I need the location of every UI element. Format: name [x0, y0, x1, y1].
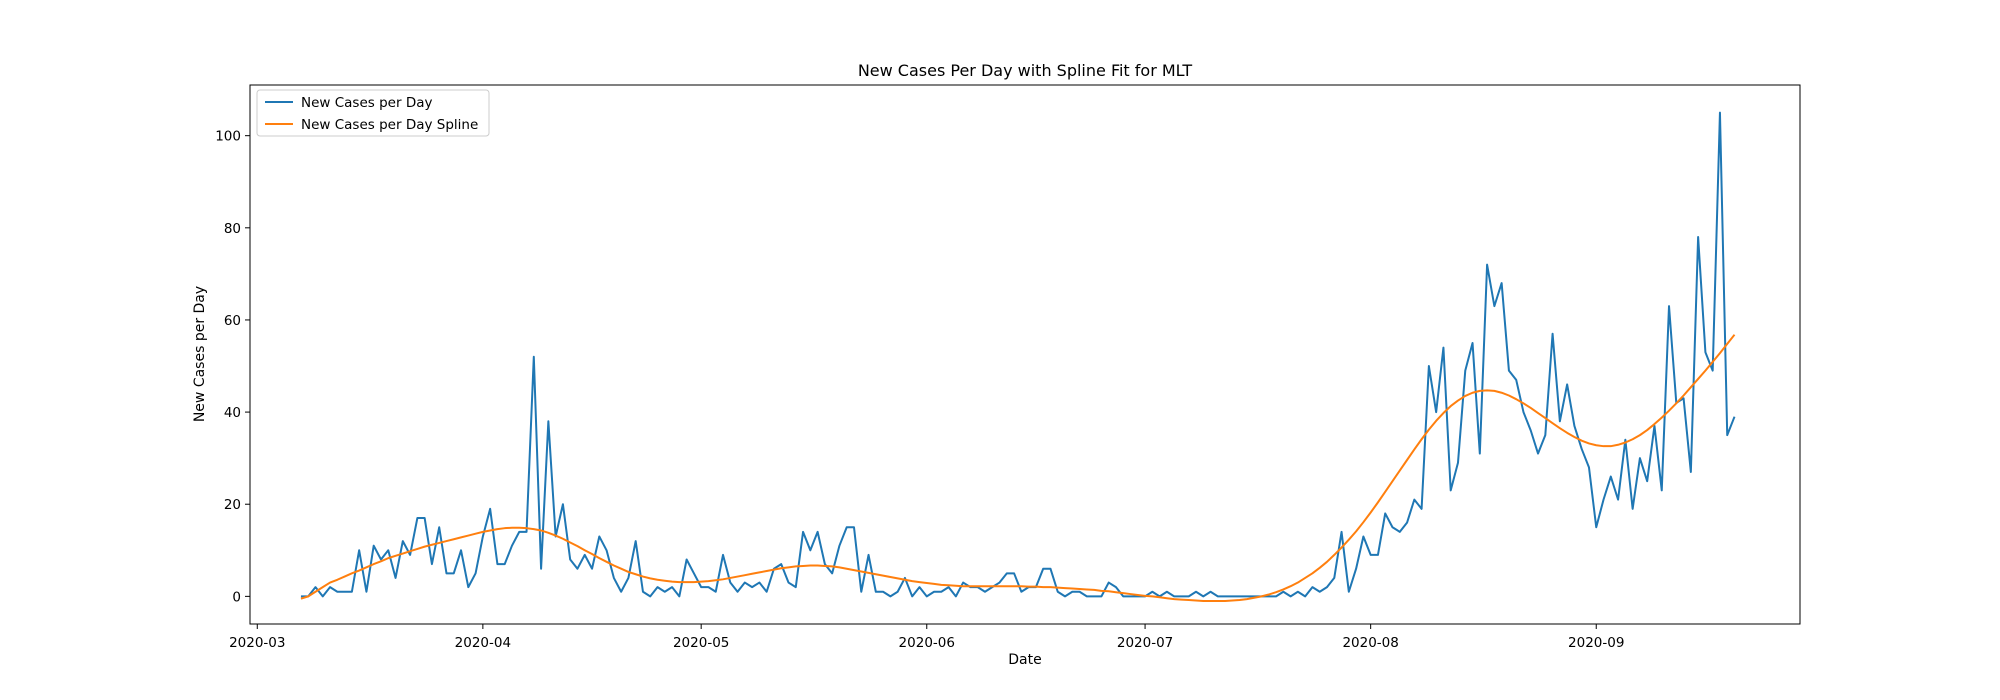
y-tick-label: 100 [215, 129, 241, 145]
x-tick-label: 2020-04 [455, 635, 511, 651]
x-tick-label: 2020-09 [1568, 635, 1624, 651]
y-tick-label: 80 [224, 221, 241, 237]
y-tick-label: 20 [224, 497, 241, 513]
legend: New Cases per Day New Cases per Day Spli… [256, 89, 490, 137]
x-tick-label: 2020-03 [229, 635, 285, 651]
series-layer [300, 111, 1736, 602]
y-axis-label: New Cases per Day [192, 286, 208, 422]
series-line-spline [300, 334, 1736, 602]
legend-label-spline: New Cases per Day Spline [301, 117, 478, 133]
chart-title: New Cases Per Day with Spline Fit for ML… [858, 61, 1193, 80]
x-tick-label: 2020-08 [1342, 635, 1398, 651]
x-axis: 2020-03 2020-04 2020-05 2020-06 2020-07 2020-… [229, 624, 1624, 651]
y-tick-label: 40 [224, 405, 241, 421]
x-axis-label: Date [1008, 652, 1041, 668]
x-tick-label: 2020-05 [673, 635, 729, 651]
y-tick-label: 60 [224, 313, 241, 329]
y-axis: 0 20 40 60 80 100 [215, 129, 250, 605]
legend-label-new-cases: New Cases per Day [301, 95, 432, 111]
y-tick-label: 0 [232, 589, 241, 605]
series-line-new-cases [300, 111, 1736, 598]
x-tick-label: 2020-06 [899, 635, 955, 651]
plot-area [249, 84, 1801, 625]
legend-box [256, 89, 490, 137]
x-tick-label: 2020-07 [1117, 635, 1173, 651]
